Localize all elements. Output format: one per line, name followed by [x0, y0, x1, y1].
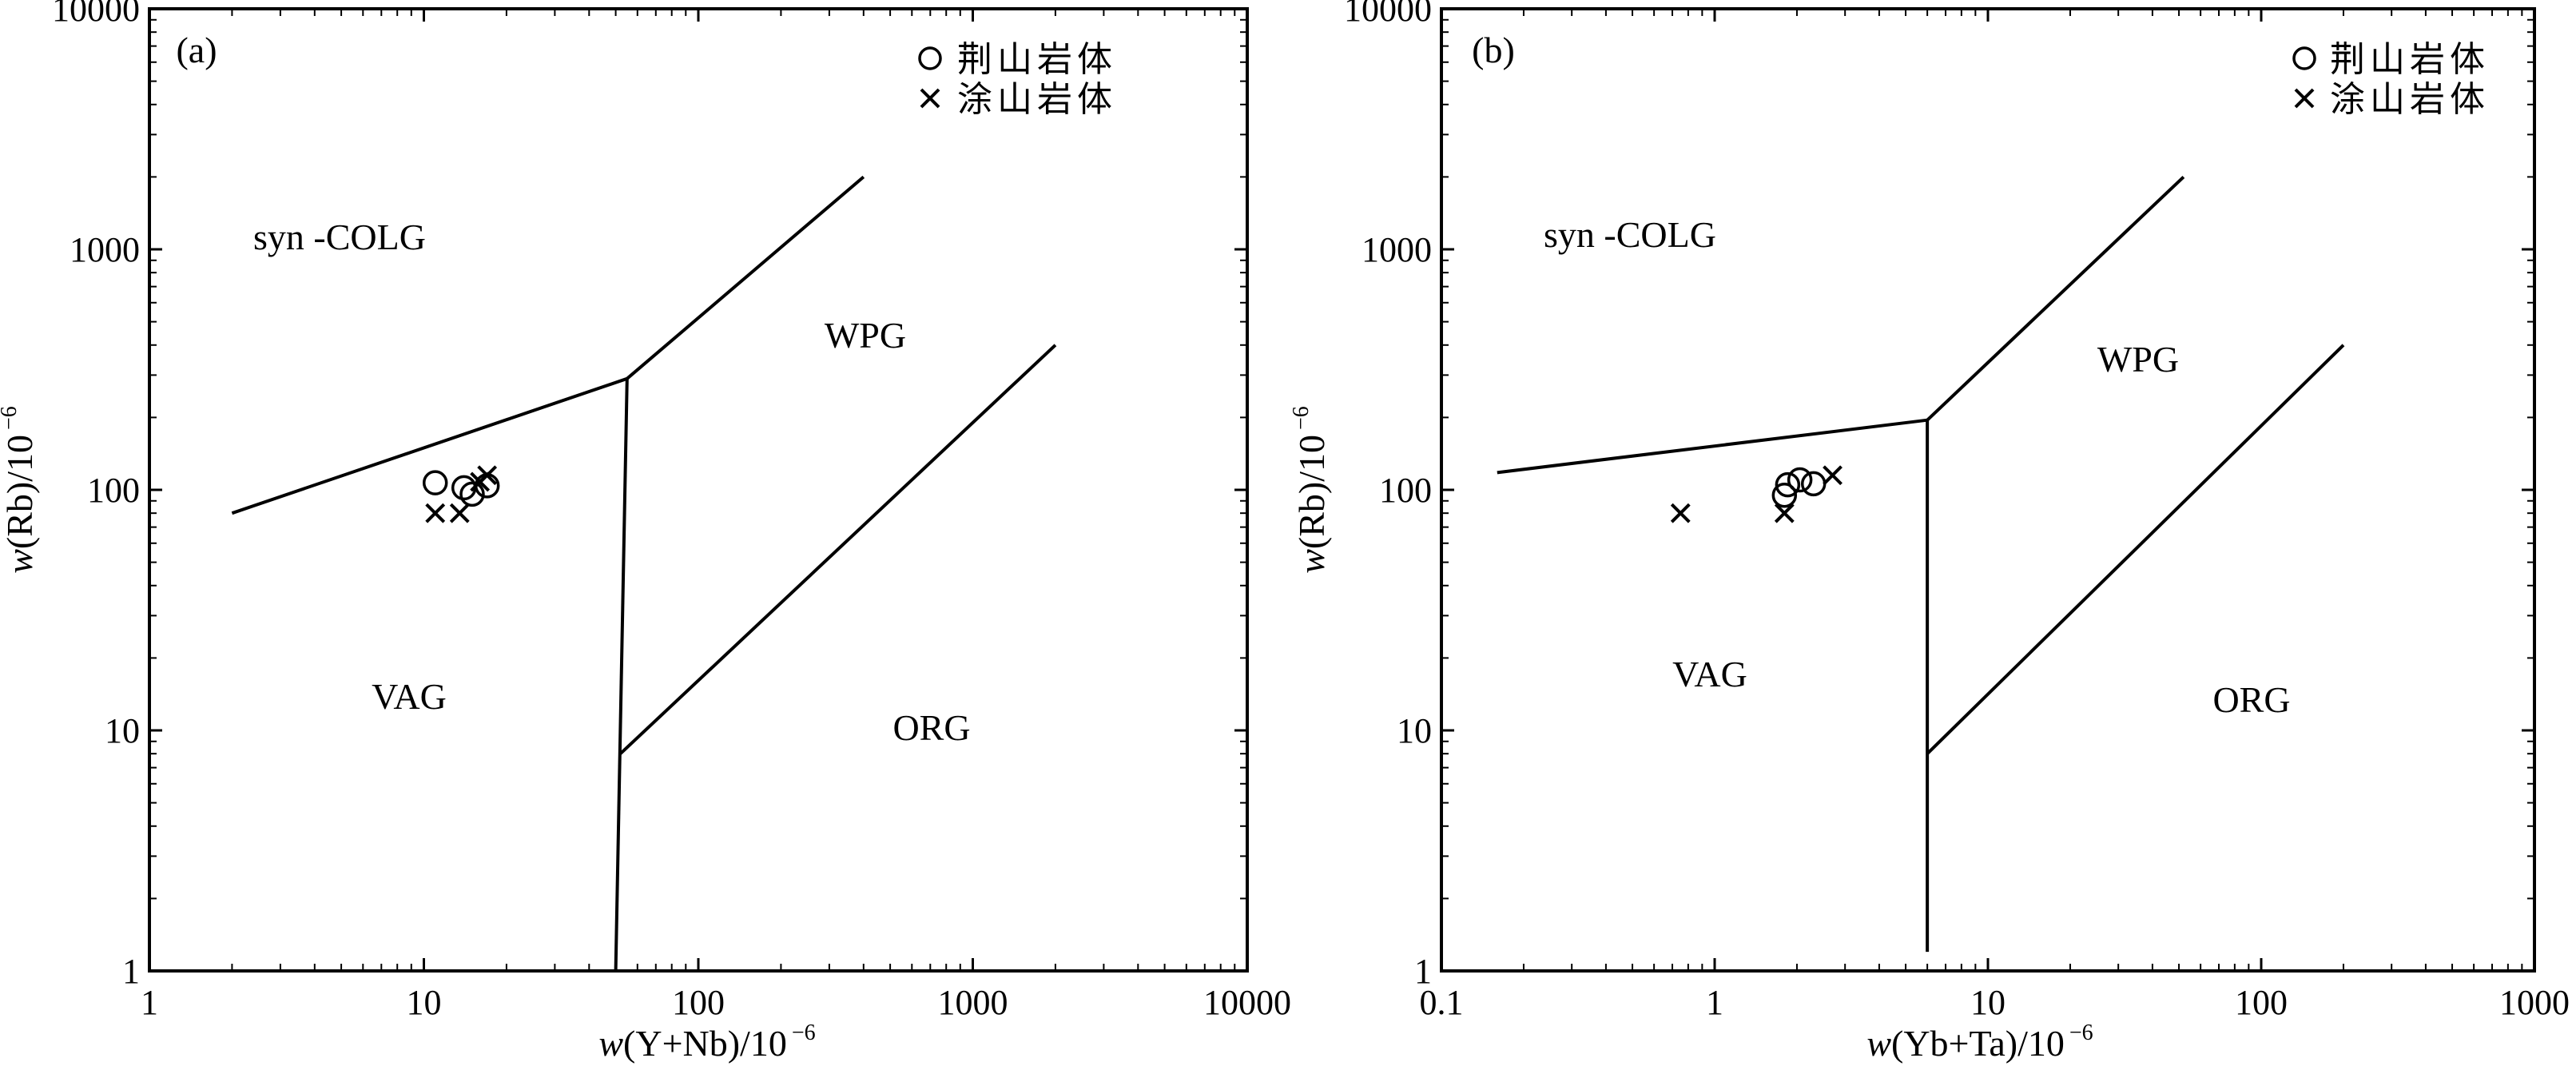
x-axis-label: w(Yb+Ta)/10 −6 [1866, 1020, 2093, 1064]
data-point-circle [1800, 471, 1827, 497]
y-axis-label: w(Rb)/10−6 [0, 406, 40, 574]
legend-label: 荆山岩体 [957, 39, 1117, 80]
field-boundary [1926, 175, 2185, 422]
data-point-cross [425, 503, 446, 523]
x-tick-label: 100 [672, 983, 725, 1022]
field-boundary [1926, 344, 2345, 755]
field-label: VAG [1672, 654, 1747, 694]
field-label: ORG [2212, 679, 2290, 720]
x-axis-label: w(Y+Nb)/10 −6 [598, 1020, 815, 1064]
field-label: WPG [825, 315, 906, 356]
y-tick-label: 10 [105, 711, 140, 750]
y-tick-label: 100 [1379, 471, 1432, 510]
data-point-cross [477, 465, 498, 486]
field-boundary [231, 376, 628, 515]
field-label: syn -COLG [1544, 214, 1716, 255]
x-tick-label: 1000 [2499, 983, 2570, 1022]
field-boundary [614, 378, 629, 972]
y-tick-label: 1000 [70, 230, 140, 269]
data-point-circle [1775, 471, 1801, 498]
legend-label: 荆山岩体 [2330, 39, 2490, 80]
legend-circle-icon [2292, 46, 2316, 70]
x-tick-label: 1 [141, 983, 158, 1022]
y-tick-label: 10 [1397, 711, 1432, 750]
data-point-cross [449, 503, 470, 523]
y-tick-label: 10000 [52, 0, 140, 29]
x-tick-label: 10000 [1203, 983, 1291, 1022]
y-tick-label: 1 [1414, 952, 1432, 991]
x-tick-label: 0.1 [1420, 983, 1464, 1022]
field-label: VAG [372, 676, 447, 717]
data-point-cross [1774, 503, 1795, 523]
legend-label: 涂山岩体 [2330, 79, 2490, 120]
legend-cross-icon [2294, 88, 2315, 109]
plot-frame [1440, 7, 2536, 973]
legend-circle-icon [918, 46, 942, 70]
field-label: syn -COLG [253, 217, 426, 257]
panel-label: (a) [176, 30, 217, 70]
legend-cross-icon [920, 88, 940, 109]
y-tick-label: 10000 [1344, 0, 1432, 29]
y-tick-label: 1 [122, 952, 140, 991]
chart-a: 1 10 100 1000 10000 1 10 100 1000 10000 syn -COLG W… [0, 0, 1291, 1064]
y-tick-label: 100 [87, 471, 140, 510]
y-tick-label: 1000 [1362, 230, 1432, 269]
data-point-circle [1771, 482, 1798, 508]
data-point-cross [1670, 503, 1691, 523]
data-point-circle [1787, 467, 1813, 493]
field-label: WPG [2097, 339, 2179, 380]
field-boundary [619, 344, 1057, 755]
field-boundary [1497, 418, 1928, 475]
x-tick-label: 10 [407, 983, 442, 1022]
x-tick-label: 10 [1970, 983, 2006, 1022]
x-tick-label: 1000 [938, 983, 1008, 1022]
field-label: ORG [892, 707, 970, 748]
field-boundary [626, 175, 865, 380]
data-point-cross [1823, 465, 1843, 486]
legend-label: 涂山岩体 [957, 79, 1117, 120]
x-tick-label: 1 [1706, 983, 1723, 1022]
data-point-circle [422, 470, 448, 495]
data-point-circle [459, 481, 485, 507]
plot-frame [148, 7, 1249, 973]
x-tick-label: 100 [2235, 983, 2288, 1022]
y-axis-label: w(Rb)/10−6 [1289, 406, 1332, 574]
panel-label: (b) [1472, 30, 1515, 70]
